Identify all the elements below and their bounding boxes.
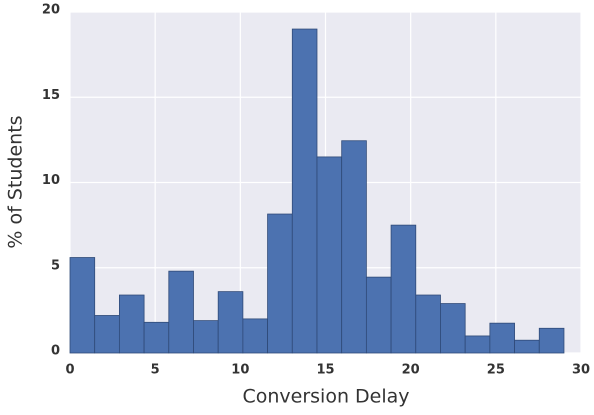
bar (390, 224, 417, 354)
x-tick-label: 15 (316, 363, 334, 378)
bar (193, 320, 219, 354)
bar (242, 318, 268, 354)
bar (143, 321, 170, 354)
bar (168, 270, 194, 354)
bar (267, 213, 293, 354)
bar (316, 156, 343, 354)
bar (415, 294, 441, 354)
bar (291, 28, 318, 354)
x-tick-label: 20 (402, 363, 420, 378)
bar (440, 303, 466, 354)
y-tick-label: 0 (51, 344, 60, 359)
x-axis-label: Conversion Delay (242, 386, 409, 408)
bar (538, 327, 565, 354)
x-tick-label: 5 (151, 363, 160, 378)
x-tick-label: 30 (572, 363, 590, 378)
bar (514, 339, 540, 354)
x-tick-label: 0 (65, 363, 74, 378)
bar (217, 291, 244, 354)
bars (69, 28, 565, 354)
bar (365, 276, 392, 354)
x-tick-label: 10 (231, 363, 249, 378)
bar (464, 335, 491, 354)
y-tick-label: 5 (51, 258, 60, 273)
bar (94, 315, 120, 354)
bar (118, 294, 145, 354)
bar (341, 140, 367, 354)
y-tick-label: 15 (42, 88, 60, 103)
y-tick-label: 20 (42, 3, 60, 18)
x-tick-label: 25 (487, 363, 505, 378)
y-axis-label: % of Students (5, 115, 27, 248)
bar (489, 322, 515, 354)
bar (69, 257, 96, 354)
y-tick-label: 10 (42, 173, 60, 188)
